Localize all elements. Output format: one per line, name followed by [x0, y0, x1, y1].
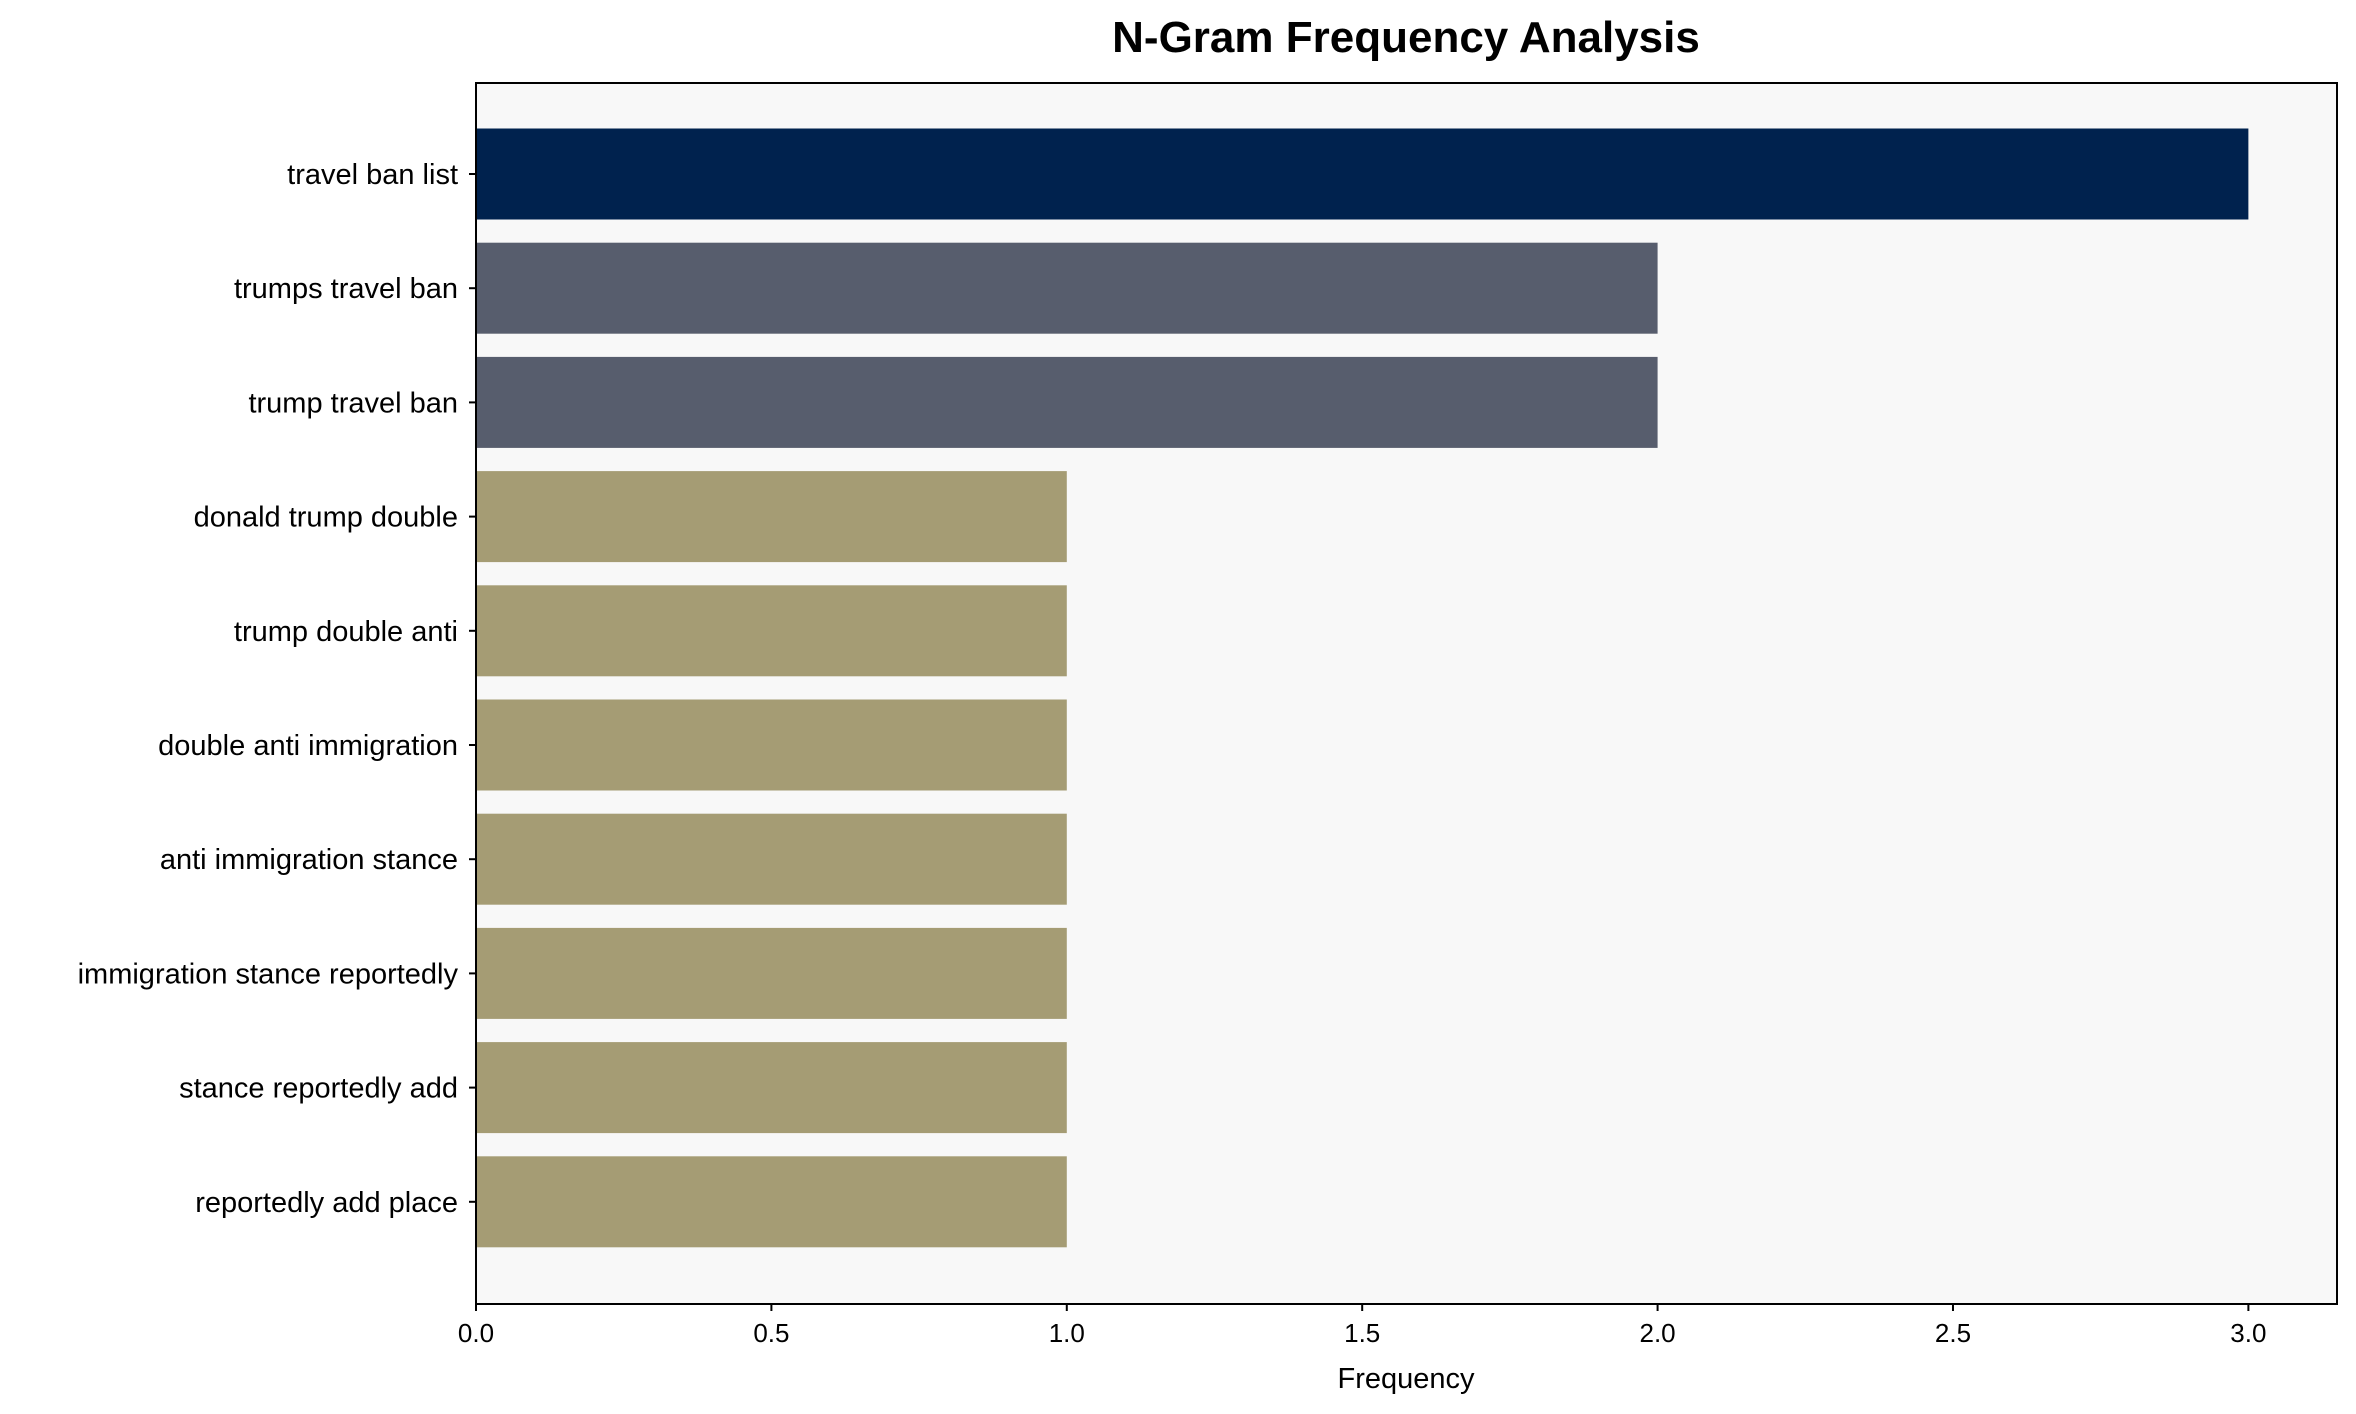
x-axis-label: Frequency	[1337, 1363, 1475, 1395]
bar	[476, 1156, 1067, 1248]
bar	[476, 471, 1067, 563]
bar	[476, 585, 1067, 677]
y-tick-label: double anti immigration	[158, 730, 458, 762]
bar	[476, 128, 2249, 220]
bar	[476, 242, 1658, 334]
y-tick-label: trump double anti	[234, 616, 458, 648]
y-tick-label: donald trump double	[194, 502, 458, 534]
bar	[476, 699, 1067, 791]
y-tick-label: stance reportedly add	[179, 1073, 458, 1105]
plot-frame	[475, 82, 2338, 1305]
y-tick-label: immigration stance reportedly	[78, 958, 459, 990]
y-tick-label: trumps travel ban	[234, 273, 458, 305]
x-tick-label: 3.0	[2230, 1318, 2266, 1348]
x-tick-label: 0.5	[753, 1318, 789, 1348]
y-tick-label: travel ban list	[287, 159, 458, 191]
y-tick-label: reportedly add place	[195, 1187, 458, 1219]
x-tick-label: 1.0	[1049, 1318, 1085, 1348]
y-tick-label: trump travel ban	[248, 387, 458, 419]
bar	[476, 1042, 1067, 1134]
x-tick-label: 1.5	[1344, 1318, 1380, 1348]
chart-title: N-Gram Frequency Analysis	[1112, 13, 1700, 62]
x-tick-label: 2.5	[1935, 1318, 1971, 1348]
bar	[476, 927, 1067, 1019]
x-tick-label: 2.0	[1640, 1318, 1676, 1348]
bar	[476, 813, 1067, 905]
y-tick-label: anti immigration stance	[160, 844, 458, 876]
bar	[476, 356, 1658, 448]
x-tick-label: 0.0	[458, 1318, 494, 1348]
